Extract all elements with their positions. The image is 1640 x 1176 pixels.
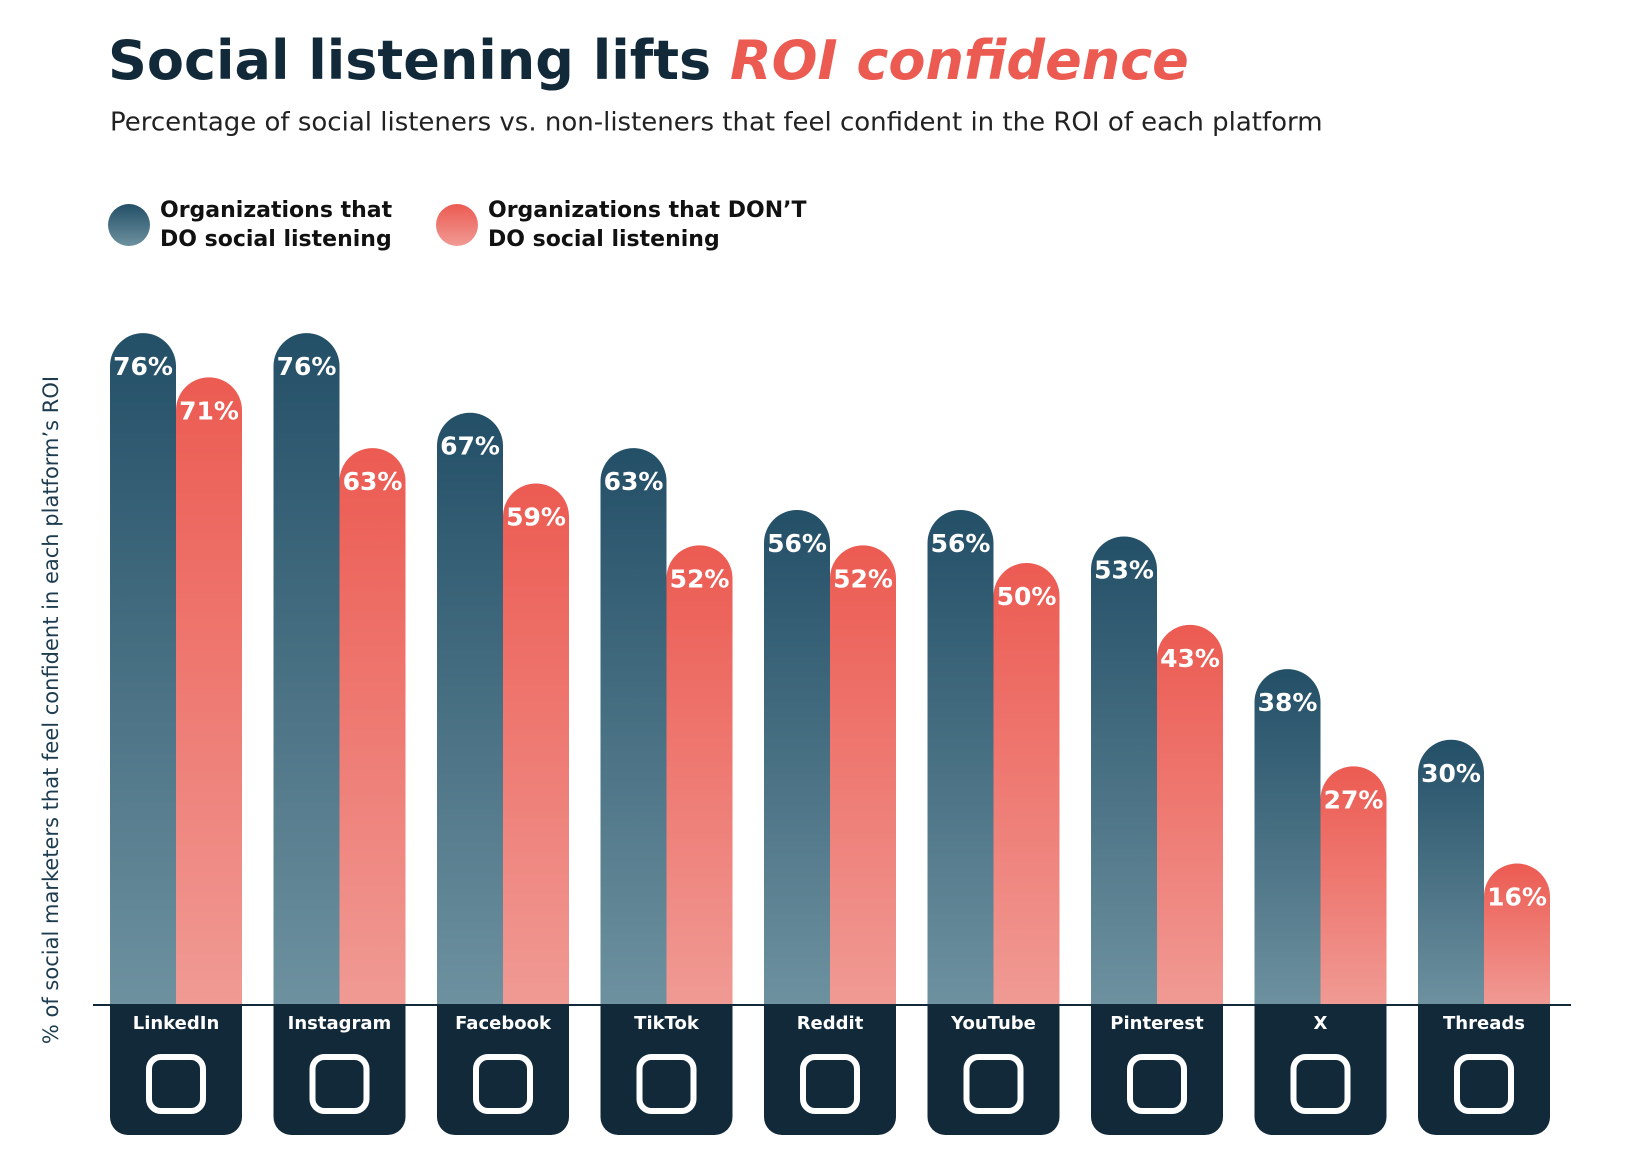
- x-tick-label: X: [1314, 1013, 1328, 1034]
- value-label: 53%: [1094, 555, 1154, 584]
- category-box: [110, 1005, 242, 1135]
- value-label: 56%: [931, 529, 991, 558]
- value-label: 56%: [767, 529, 827, 558]
- value-label: 52%: [670, 564, 730, 593]
- chart-title: Social listening lifts ROI confidence: [108, 29, 1189, 92]
- platform-icon: [146, 1054, 206, 1114]
- bar: [666, 545, 733, 1005]
- bar: [830, 545, 896, 1005]
- value-label: 63%: [343, 467, 403, 496]
- bar: [176, 377, 242, 1005]
- value-label: 59%: [506, 502, 566, 531]
- value-label: 38%: [1258, 688, 1318, 717]
- legend-swatch: [436, 204, 478, 246]
- bar: [437, 412, 503, 1006]
- legend-item: Organizations that DO social listening: [108, 196, 410, 254]
- platform-icon: [963, 1054, 1024, 1114]
- bar: [1091, 536, 1157, 1005]
- value-label: 16%: [1487, 883, 1547, 912]
- legend-swatch: [108, 204, 150, 246]
- legend-label: Organizations that DO social listening: [160, 198, 393, 252]
- category-box: [437, 1005, 569, 1135]
- legend-item: Organizations that DON’T DO social liste…: [436, 196, 828, 254]
- category-box: [927, 1005, 1060, 1135]
- category-box: [1418, 1005, 1550, 1135]
- value-label: 43%: [1160, 644, 1220, 673]
- x-tick-label: Facebook: [455, 1013, 552, 1034]
- value-label: 30%: [1421, 759, 1481, 788]
- platform-icon: [1454, 1054, 1514, 1114]
- bar: [1157, 624, 1223, 1005]
- platform-icon: [473, 1054, 533, 1114]
- x-tick-label: TikTok: [634, 1013, 700, 1034]
- bar: [1320, 766, 1387, 1005]
- value-label: 76%: [277, 352, 337, 381]
- bar: [339, 448, 406, 1005]
- bar: [1418, 739, 1484, 1005]
- platform-icon: [800, 1054, 860, 1114]
- category-box: [764, 1005, 896, 1135]
- x-tick-label: Pinterest: [1110, 1013, 1204, 1034]
- value-label: 27%: [1324, 785, 1384, 814]
- x-tick-label: Instagram: [288, 1013, 392, 1034]
- y-axis-label: % of social marketers that feel confiden…: [39, 376, 63, 1044]
- platform-icon: [1127, 1054, 1187, 1114]
- platform-icon: [636, 1054, 697, 1114]
- category-box: [1254, 1005, 1387, 1135]
- bar: [927, 509, 994, 1005]
- bar: [993, 563, 1060, 1005]
- category-box: [1091, 1005, 1223, 1135]
- value-label: 63%: [604, 467, 664, 496]
- category-box: [273, 1005, 406, 1135]
- platform-icon: [1290, 1054, 1351, 1114]
- category-box: [600, 1005, 733, 1135]
- legend-label: Organizations that DON’T DO social liste…: [488, 198, 807, 252]
- x-tick-label: LinkedIn: [133, 1013, 220, 1034]
- x-tick-label: Threads: [1443, 1013, 1525, 1034]
- bar: [273, 333, 340, 1005]
- bar: [110, 333, 176, 1005]
- value-label: 76%: [113, 352, 173, 381]
- bar: [503, 483, 569, 1005]
- title-main: Social listening lifts: [108, 29, 711, 92]
- platform-icon: [309, 1054, 370, 1114]
- subtitle: Percentage of social listeners vs. non-l…: [110, 108, 1323, 138]
- x-tick-label: YouTube: [950, 1013, 1036, 1034]
- value-label: 71%: [179, 396, 239, 425]
- value-label: 52%: [833, 564, 893, 593]
- x-tick-label: Reddit: [797, 1013, 864, 1034]
- title-highlight: ROI confidence: [730, 29, 1189, 92]
- value-label: 50%: [997, 582, 1057, 611]
- value-label: 67%: [440, 432, 500, 461]
- bar: [764, 509, 830, 1005]
- bar: [600, 448, 667, 1005]
- bar: [1254, 669, 1321, 1005]
- bar: [1484, 863, 1550, 1005]
